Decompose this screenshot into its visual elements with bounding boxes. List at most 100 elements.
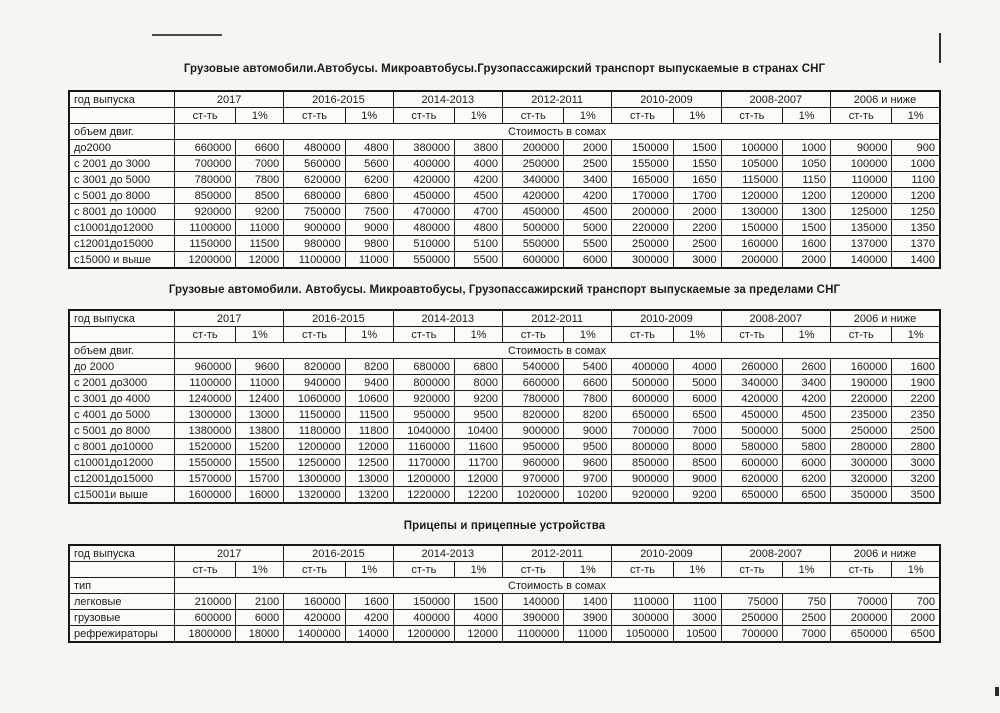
value-cell: 1220000 <box>392 486 456 504</box>
table-row: с 3001 до 4000 1240000 12400 1060000 10600 92… <box>68 390 941 407</box>
header-row-sublabels: ст-ть 1% ст-ть 1% ст-ть 1% ст-ть 1% ст-ть 1% ст-ть… <box>68 107 941 124</box>
value-cell: 500000 <box>501 219 565 236</box>
value-cell: 450000 <box>392 187 456 204</box>
value-cell: 11000 <box>563 625 613 643</box>
value-cell: 8200 <box>563 406 613 423</box>
year-column-header: год выпуска <box>68 544 175 562</box>
table-row: с12001до15000 1150000 11500 980000 9800 51000… <box>68 235 941 252</box>
subheader-cell: ст-ть <box>392 107 456 124</box>
value-cell: 1300000 <box>173 406 237 423</box>
year-group-header: 2010-2009 <box>611 309 722 327</box>
value-cell: 1300 <box>782 203 832 220</box>
value-cell: 1250 <box>891 203 941 220</box>
currency-note-cell: Стоимость в сомах <box>173 342 941 359</box>
value-cell: 7000 <box>235 155 285 172</box>
value-cell: 3800 <box>454 139 503 156</box>
value-cell: 800000 <box>392 374 456 391</box>
row-label-cell: с15000 и выше <box>68 251 175 269</box>
value-cell: 2000 <box>891 609 941 626</box>
year-group-header: 2012-2011 <box>501 544 613 562</box>
value-cell: 1100000 <box>173 219 237 236</box>
table-title-non-cis-vehicles: Грузовые автомобили. Автобусы. Микроавто… <box>168 284 841 296</box>
value-cell: 650000 <box>830 625 893 643</box>
value-cell: 4500 <box>454 187 503 204</box>
value-cell: 6000 <box>672 390 722 407</box>
subheader-cell: 1% <box>782 561 832 578</box>
value-cell: 600000 <box>173 609 237 626</box>
table-section-non-cis-vehicles: Грузовые автомобили. Автобусы. Микроавто… <box>68 283 941 504</box>
value-cell: 1100 <box>891 171 941 188</box>
subheader-cell: 1% <box>672 326 722 343</box>
value-cell: 250000 <box>611 235 674 252</box>
value-cell: 220000 <box>611 219 674 236</box>
value-cell: 3000 <box>891 454 941 471</box>
value-cell: 1250000 <box>283 454 346 471</box>
value-cell: 6000 <box>782 454 832 471</box>
value-cell: 7000 <box>672 422 722 439</box>
subheader-cell: 1% <box>454 326 503 343</box>
value-cell: 970000 <box>501 470 565 487</box>
section-row: объем двиг. Стоимость в сомах <box>68 123 941 140</box>
value-cell: 980000 <box>283 235 346 252</box>
value-cell: 11000 <box>235 374 285 391</box>
value-cell: 1150000 <box>173 235 237 252</box>
value-cell: 450000 <box>720 406 784 423</box>
value-cell: 12000 <box>454 625 503 643</box>
subheader-cell: ст-ть <box>611 326 674 343</box>
subheader-cell: 1% <box>454 107 503 124</box>
value-cell: 600000 <box>611 390 674 407</box>
value-cell: 165000 <box>611 171 674 188</box>
value-cell: 9200 <box>235 203 285 220</box>
header-row-years: год выпуска 2017 2016-2015 2014-2013 2012-20… <box>68 90 941 108</box>
year-group-header: 2008-2007 <box>720 309 832 327</box>
value-cell: 3000 <box>672 251 722 269</box>
value-cell: 620000 <box>720 470 784 487</box>
subheader-cell: 1% <box>235 561 285 578</box>
value-cell: 600000 <box>720 454 784 471</box>
value-cell: 13000 <box>344 470 394 487</box>
value-cell: 1500 <box>672 139 722 156</box>
value-cell: 1600 <box>782 235 832 252</box>
scan-speck-mark <box>995 687 999 696</box>
value-cell: 1000 <box>782 139 832 156</box>
value-cell: 260000 <box>720 358 784 375</box>
value-cell: 4000 <box>454 155 503 172</box>
value-cell: 150000 <box>611 139 674 156</box>
table-row: с10001до12000 1100000 11000 900000 9000 48000… <box>68 219 941 236</box>
value-cell: 6800 <box>454 358 503 375</box>
value-cell: 1200000 <box>173 251 237 269</box>
value-cell: 1700 <box>672 187 722 204</box>
value-cell: 1200000 <box>392 470 456 487</box>
currency-note-cell: Стоимость в сомах <box>173 123 941 140</box>
subheader-cell: ст-ть <box>392 326 456 343</box>
value-cell: 1100000 <box>501 625 565 643</box>
value-cell: 11600 <box>454 438 503 455</box>
subheader-cell: 1% <box>891 561 941 578</box>
value-cell: 9200 <box>672 486 722 504</box>
section-label-cell: объем двиг. <box>68 342 175 359</box>
row-label-cell: грузовые <box>68 609 175 626</box>
value-cell: 4200 <box>782 390 832 407</box>
value-cell: 650000 <box>720 486 784 504</box>
value-cell: 4200 <box>454 171 503 188</box>
value-cell: 12000 <box>454 470 503 487</box>
blank-header-cell <box>68 326 175 343</box>
value-cell: 160000 <box>283 593 346 610</box>
value-cell: 500000 <box>611 374 674 391</box>
subheader-cell: ст-ть <box>283 561 346 578</box>
value-cell: 340000 <box>720 374 784 391</box>
value-cell: 8000 <box>672 438 722 455</box>
value-cell: 1020000 <box>501 486 565 504</box>
value-cell: 4200 <box>563 187 613 204</box>
value-cell: 3400 <box>563 171 613 188</box>
value-cell: 400000 <box>611 358 674 375</box>
row-label-cell: с15001и выше <box>68 486 175 504</box>
value-cell: 400000 <box>392 609 456 626</box>
value-cell: 1200 <box>782 187 832 204</box>
value-cell: 5100 <box>454 235 503 252</box>
row-label-cell: легковые <box>68 593 175 610</box>
value-cell: 1320000 <box>283 486 346 504</box>
value-cell: 2100 <box>235 593 285 610</box>
subheader-cell: 1% <box>891 326 941 343</box>
value-cell: 4800 <box>344 139 394 156</box>
